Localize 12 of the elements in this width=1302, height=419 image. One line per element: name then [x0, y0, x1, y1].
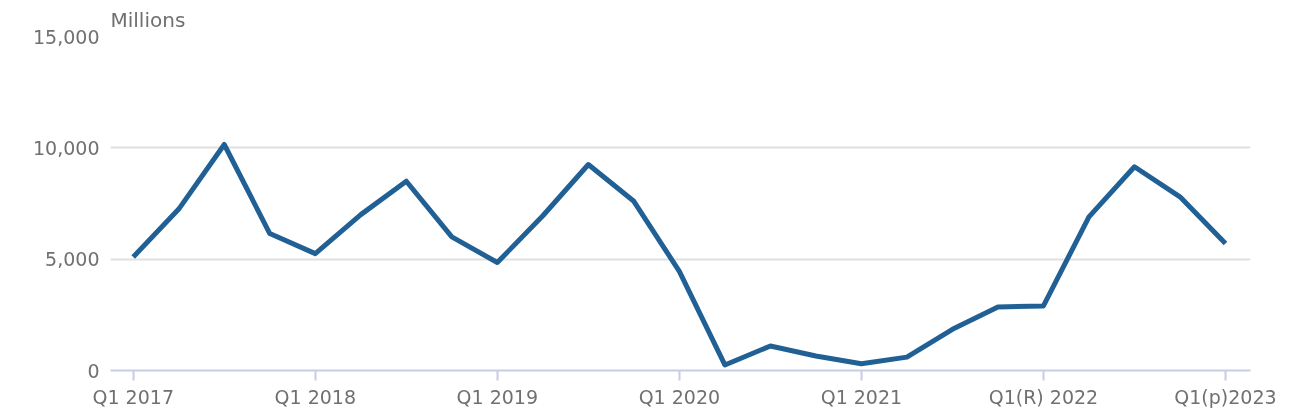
x-tick-label: Q1(R) 2022: [988, 385, 1099, 408]
x-tick-label: Q1 2018: [274, 385, 357, 408]
y-tick-label: 5,000: [45, 248, 100, 271]
x-tick-label: Q1 2017: [92, 385, 174, 408]
y-tick-label: 15,000: [33, 25, 100, 48]
x-tick-label: Q1 2021: [820, 385, 903, 408]
x-tick-label: Q1 2019: [456, 385, 539, 408]
x-tick-label: Q1 2020: [638, 385, 721, 408]
y-tick-label: 10,000: [33, 136, 100, 159]
x-tick-label: Q1(p)2023: [1174, 385, 1277, 408]
y-axis-title: Millions: [110, 7, 186, 32]
y-tick-label: 0: [87, 359, 100, 382]
